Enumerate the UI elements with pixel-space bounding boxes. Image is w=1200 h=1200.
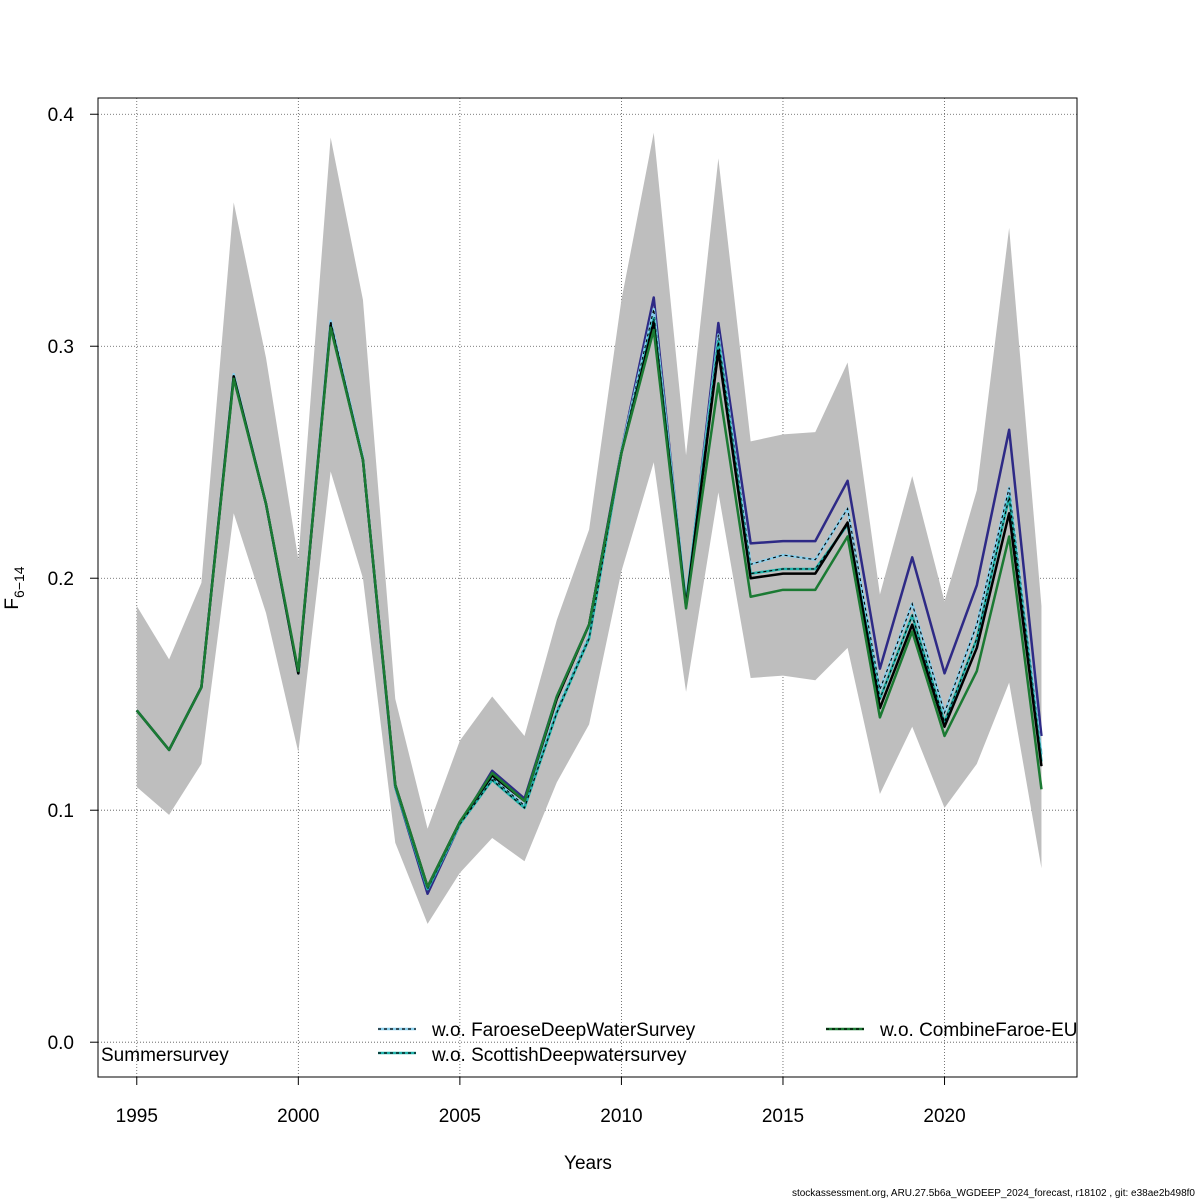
- svg-text:F6−14: F6−14: [2, 566, 27, 609]
- legend-label-faroese: w.o. FaroeseDeepWaterSurvey: [431, 1020, 696, 1041]
- y-axis-title: F6−14: [2, 566, 27, 609]
- series-layer: [135, 296, 1043, 895]
- x-tick-label-2: 2005: [439, 1106, 481, 1127]
- legend-label-combine: w.o. CombineFaroe-EU: [879, 1020, 1077, 1041]
- confidence-band: [136, 132, 1042, 924]
- legend-clip-combine: w.o. CombineFaroe-EU: [879, 1020, 1077, 1041]
- footer-credit: stockassessment.org, ARU.27.5b6a_WGDEEP_…: [792, 1188, 1195, 1199]
- y-tick-label-4: 0.4: [48, 105, 75, 126]
- x-tick-label-3: 2010: [600, 1106, 642, 1127]
- x-tick-label-1: 2000: [277, 1106, 319, 1127]
- y-tick-label-1: 0.1: [48, 801, 74, 822]
- y-tick-label-2: 0.2: [48, 569, 74, 590]
- legend-label-summersurvey: Summersurvey: [101, 1045, 229, 1066]
- plot-frame: [97, 97, 1078, 1078]
- x-tick-label-4: 2015: [762, 1106, 804, 1127]
- y-axis-title-subscript: 6−14: [11, 566, 27, 598]
- legend: w.o. FaroeseDeepWaterSurvey w.o. Scottis…: [101, 1020, 1077, 1066]
- x-tick-label-0: 1995: [116, 1106, 158, 1127]
- legend-label-scottish: w.o. ScottishDeepwatersurvey: [431, 1045, 687, 1066]
- x-axis-title: Years: [564, 1153, 612, 1174]
- y-tick-label-0: 0.0: [48, 1033, 74, 1054]
- series-line-4: [135, 326, 1043, 889]
- confidence-band-layer: [136, 132, 1042, 924]
- y-tick-label-3: 0.3: [48, 337, 74, 358]
- y-axis: 0.0 0.1 0.2 0.3 0.4: [48, 105, 98, 1054]
- x-tick-label-5: 2020: [923, 1106, 965, 1127]
- x-axis: 1995 2000 2005 2010 2015 2020: [116, 1077, 966, 1127]
- y-axis-title-main: F: [2, 598, 23, 610]
